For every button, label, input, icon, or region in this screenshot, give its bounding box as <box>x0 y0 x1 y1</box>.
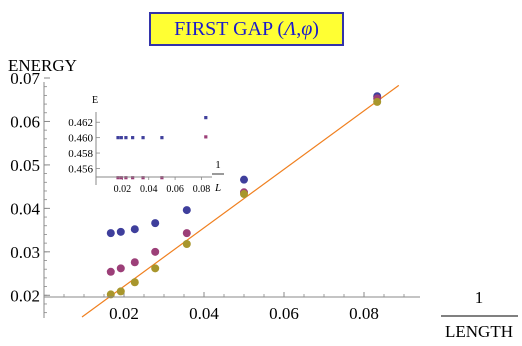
inset-y-tick-label: 0.462 <box>68 117 93 129</box>
data-point-series-1 <box>116 227 125 236</box>
inset-point-series-1 <box>124 136 128 140</box>
y-tick-label: 0.02 <box>10 286 40 305</box>
data-point-series-1 <box>240 175 248 184</box>
x-tick-label: 0.02 <box>109 304 139 323</box>
inset-y-tick-label: 0.460 <box>68 133 93 145</box>
inset-tick-labels: 0.02 0.04 0.06 0.08 0.456 0.458 0.460 0.462 <box>68 117 210 195</box>
inset-point-series-2 <box>204 135 208 139</box>
x-tick-label: 0.08 <box>349 304 379 323</box>
x-tick-label: 0.06 <box>269 304 299 323</box>
inset-x-label-numerator: 1 <box>215 159 221 171</box>
y-tick-label: 0.04 <box>10 199 40 218</box>
inset-y-axis-label: E <box>92 95 98 106</box>
y-tick-label: 0.06 <box>10 112 40 131</box>
inset-point-series-2 <box>116 176 120 180</box>
data-point-series-2 <box>130 258 139 267</box>
inset-chart: 0.02 0.04 0.06 0.08 0.456 0.458 0.460 0.462 E 1… <box>68 86 224 195</box>
inset-background <box>72 86 222 188</box>
y-tick-label: 0.03 <box>10 243 40 262</box>
inset-x-tick-label: 0.08 <box>193 184 211 195</box>
inset-point-series-1 <box>160 136 164 140</box>
y-tick-label: 0.07 <box>10 69 40 88</box>
y-axis-label: ENERGY <box>8 56 77 75</box>
data-point-series-2 <box>106 267 115 276</box>
y-tick-label: 0.05 <box>10 156 40 175</box>
data-point-series-1 <box>182 206 191 215</box>
x-axis-label-numerator: 1 <box>475 288 484 307</box>
inset-x-tick-label: 0.06 <box>166 184 184 195</box>
data-point-series-2 <box>151 247 160 256</box>
data-point-series-1 <box>130 225 139 234</box>
data-point-series-1 <box>151 219 160 228</box>
inset-point-series-1 <box>131 136 135 140</box>
inset-points-group <box>116 116 208 180</box>
inset-point-series-2 <box>160 176 164 180</box>
x-tick-label: 0.04 <box>189 304 219 323</box>
data-point-series-3 <box>116 287 125 296</box>
title-lambda-symbol: Λ <box>284 17 297 40</box>
title-separator: , <box>296 17 302 40</box>
x-axis-label-denominator: LENGTH <box>445 322 513 341</box>
inset-point-series-2 <box>131 176 135 180</box>
inset-y-tick-label: 0.458 <box>68 148 93 160</box>
data-point-series-3 <box>373 97 382 106</box>
data-point-series-3 <box>151 264 160 273</box>
title-suffix: ) <box>312 17 319 40</box>
title-prefix: FIRST GAP ( <box>174 17 285 40</box>
inset-x-label-denominator: L <box>214 182 221 194</box>
main-points-group <box>106 92 382 299</box>
inset-point-series-2 <box>124 176 128 180</box>
data-point-series-3 <box>130 278 139 287</box>
inset-point-series-1 <box>116 136 120 140</box>
data-point-series-3 <box>182 239 191 248</box>
inset-point-series-2 <box>119 176 123 180</box>
chart-title: FIRST GAP (Λ, φ) <box>149 12 344 46</box>
inset-x-tick-label: 0.04 <box>140 184 158 195</box>
data-point-series-1 <box>106 229 115 238</box>
main-tick-labels: 0.02 0.04 0.06 0.08 0.02 0.03 0.04 0.05 0.06 0.07 <box>10 69 379 323</box>
data-point-series-2 <box>116 264 125 273</box>
title-phi-symbol: φ <box>301 17 313 40</box>
data-point-series-3 <box>106 290 115 299</box>
inset-point-series-1 <box>119 136 123 140</box>
data-point-series-3 <box>240 190 248 199</box>
inset-point-series-2 <box>141 176 145 180</box>
inset-point-series-1 <box>141 136 145 140</box>
inset-point-series-1 <box>204 116 208 120</box>
data-point-series-2 <box>182 229 191 238</box>
inset-y-tick-label: 0.456 <box>68 163 93 175</box>
inset-x-tick-label: 0.02 <box>114 184 132 195</box>
